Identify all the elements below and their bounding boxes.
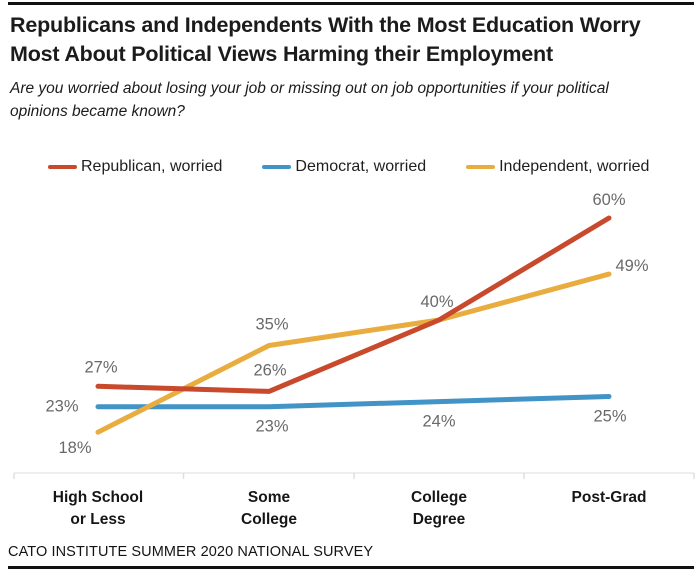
page-title-line-2: Most About Political Views Harming their… [10,42,553,66]
data-label-republican-2: 40% [420,293,453,311]
legend-line-swatch-icon [262,164,292,170]
data-label-independent-0: 18% [58,439,91,457]
x-axis-label-line: Post-Grad [571,489,647,506]
line-chart: 27% 26% 40% 60% 23% 23% 24% 25% 18% 35% 49% [13,191,695,479]
x-axis-label-1: Some College [241,487,297,531]
data-label-democrat-2: 24% [422,413,455,431]
x-axis-label-line: Degree [412,511,466,528]
legend-item-republican: Republican, worried [48,158,222,176]
x-axis: High School or Less Some College College Degr… [0,487,700,539]
legend-line-swatch-icon [466,164,496,170]
page-title-line-1: Republicans and Independents With the Mo… [10,13,641,37]
page-title: Republicans and Independents With the Mo… [10,11,698,69]
source-note: CATO INSTITUTE SUMMER 2020 NATIONAL SURV… [8,544,374,560]
democrat-line [95,394,612,410]
legend-item-label: Democrat, worried [295,158,427,175]
page-subtitle-line-1: Are you worried about losing your job or… [10,80,609,97]
bottom-rule [8,566,694,569]
page-subtitle-line-2: opinions became known? [10,103,185,120]
x-axis-label-line: Some [247,489,291,506]
legend-item-label: Independent, worried [499,158,650,175]
x-axis-label-line: College [411,489,467,506]
x-axis-label-line: or Less [70,511,126,528]
x-axis-label-3: Post-Grad [572,487,647,509]
data-label-democrat-3: 25% [593,408,626,426]
legend-line-swatch-icon [48,164,77,170]
top-rule [8,2,694,5]
x-axis-label-line: College [241,511,297,528]
x-axis-label-line: High School [52,489,144,506]
data-label-independent-1: 35% [255,316,288,334]
page-subtitle: Are you worried about losing your job or… [10,77,698,123]
legend-item-democrat: Democrat, worried [262,158,426,176]
legend-item-independent: Independent, worried [466,158,649,176]
chart-legend: Republican, worried Democrat, worried Inde… [48,158,649,176]
x-axis-label-2: College Degree [411,487,467,531]
data-label-republican-1: 26% [253,361,286,379]
data-label-republican-0: 27% [84,358,117,376]
data-label-democrat-0: 23% [45,398,78,416]
republican-line [95,215,612,394]
data-label-democrat-1: 23% [255,418,288,436]
data-label-independent-3: 49% [615,257,648,275]
legend-item-label: Republican, worried [81,158,223,175]
data-label-republican-3: 60% [592,191,625,209]
x-axis-label-0: High School or Less [53,487,143,531]
